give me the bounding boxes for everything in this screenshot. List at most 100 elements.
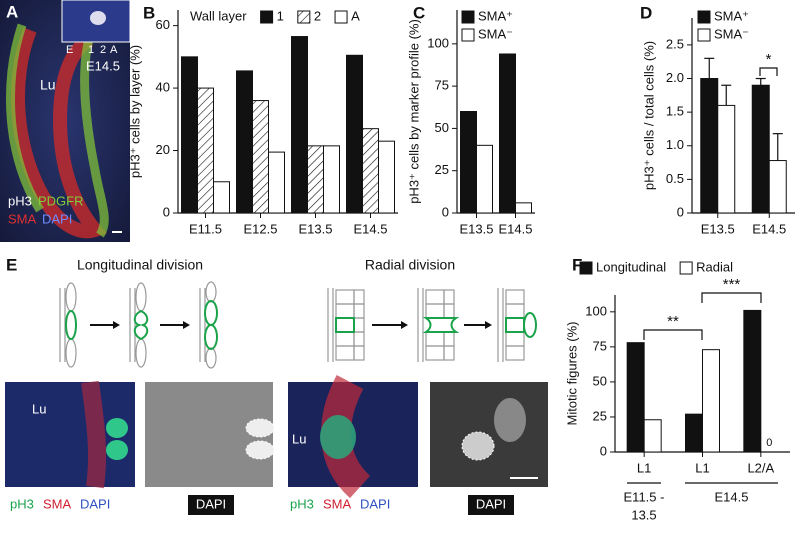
bar	[743, 309, 762, 453]
error-bar	[755, 77, 766, 86]
significance-label: **	[667, 313, 679, 330]
legend-label: SMA⁻	[478, 26, 513, 41]
error-bar	[704, 57, 715, 79]
bar	[626, 342, 645, 453]
legend-label: Longitudinal	[596, 259, 666, 274]
bar	[476, 144, 493, 214]
panel-letter: E	[6, 255, 17, 274]
bar	[643, 419, 662, 453]
y-tick-label: 1.5	[666, 104, 684, 119]
y-tick-label: 0	[600, 443, 607, 458]
x-tick-label: E11.5	[189, 221, 222, 236]
y-tick-label: 25	[593, 408, 607, 423]
y-axis-label: pH3⁺ cells by layer (%)	[127, 45, 142, 178]
lumen-label: Lu	[40, 77, 56, 93]
stain-label: SMA	[8, 211, 37, 226]
legend-swatch	[679, 261, 693, 275]
x-tick-label: L1	[695, 460, 709, 475]
legend-swatch	[579, 261, 593, 275]
panel-letter: F	[572, 255, 582, 274]
legend-title: Wall layer	[190, 8, 247, 23]
longitudinal-diagram	[59, 281, 218, 369]
y-tick-label: 50	[593, 373, 607, 388]
y-tick-label: 2.5	[666, 36, 684, 51]
bar	[252, 100, 269, 214]
bar	[460, 111, 477, 214]
sma-stain	[81, 380, 107, 489]
bar	[751, 84, 770, 214]
inset	[61, 0, 131, 43]
legend-swatch	[461, 10, 475, 24]
nucleus	[494, 398, 526, 442]
x-tick-label: E12.5	[244, 221, 278, 236]
stain-label: pH3	[290, 496, 314, 511]
stain-label: SMA	[323, 496, 352, 511]
y-tick-label: 20	[156, 142, 170, 157]
bar	[346, 54, 363, 214]
inset-cell	[90, 11, 106, 25]
group-label: 13.5	[631, 507, 656, 522]
x-tick-label: E14.5	[354, 221, 388, 236]
stain-label: DAPI	[196, 496, 226, 511]
stain-label: DAPI	[476, 496, 506, 511]
bar	[499, 53, 516, 214]
y-tick-label: 60	[156, 17, 170, 32]
y-tick-label: 50	[435, 120, 449, 135]
bar	[236, 70, 253, 214]
y-tick-label: 25	[435, 162, 449, 177]
significance-bracket	[643, 329, 703, 340]
legend-swatch	[461, 28, 475, 42]
y-tick-label: 2.0	[666, 70, 684, 85]
y-axis-label: Mitotic figures (%)	[564, 321, 579, 425]
x-tick-label: E13.5	[701, 221, 735, 236]
y-tick-label: 40	[156, 80, 170, 95]
bar	[323, 145, 340, 214]
bar	[378, 140, 395, 214]
radial-diagram	[327, 288, 537, 362]
nucleus-outline	[461, 431, 495, 461]
panel-a: A E 1 2 A E14.5 Lu pH3 PDGFR SMA DAPI	[0, 0, 131, 242]
bar	[268, 151, 285, 214]
legend-label: SMA⁺	[478, 8, 513, 23]
bar	[768, 160, 787, 214]
legend-swatch	[260, 10, 274, 24]
group-label: E14.5	[715, 489, 749, 504]
label-box	[188, 495, 234, 515]
stain-label: pH3	[8, 193, 32, 208]
legend-label: SMA⁺	[714, 8, 749, 23]
stain-label: DAPI	[80, 496, 110, 511]
panel-e: E Longitudinal division Radial division	[5, 255, 548, 515]
x-tick-label: E13.5	[460, 221, 494, 236]
inset-label: E	[66, 44, 73, 56]
stain-label: DAPI	[360, 496, 390, 511]
legend-swatch	[697, 28, 711, 42]
panel-letter: B	[143, 3, 155, 22]
y-tick-label: 0	[442, 204, 449, 219]
x-tick-label: L2/A	[747, 460, 774, 475]
bar	[717, 104, 736, 214]
bar	[181, 56, 198, 214]
y-tick-label: 75	[593, 338, 607, 353]
label-box	[468, 495, 514, 515]
bar	[307, 145, 324, 214]
legend-swatch	[297, 10, 311, 24]
bar	[213, 181, 230, 214]
significance-bracket	[759, 67, 778, 76]
mitotic-cell	[320, 415, 356, 459]
nucleus-outline	[245, 440, 275, 460]
significance-label: *	[766, 51, 772, 68]
inset-label: 2	[100, 44, 106, 56]
x-tick-label: L1	[637, 460, 651, 475]
micrograph	[430, 382, 548, 487]
diagram-title: Longitudinal division	[77, 257, 203, 273]
y-tick-label: 0	[163, 204, 170, 219]
x-tick-label: E14.5	[499, 221, 533, 236]
legend-label: Radial	[696, 259, 733, 274]
group-label: E11.5 -	[624, 489, 665, 504]
stain-label: DAPI	[42, 211, 72, 226]
lumen-label: Lu	[292, 431, 306, 446]
y-tick-label: 1.0	[666, 137, 684, 152]
nucleus-outline	[245, 418, 275, 438]
lumen-label: Lu	[32, 401, 46, 416]
